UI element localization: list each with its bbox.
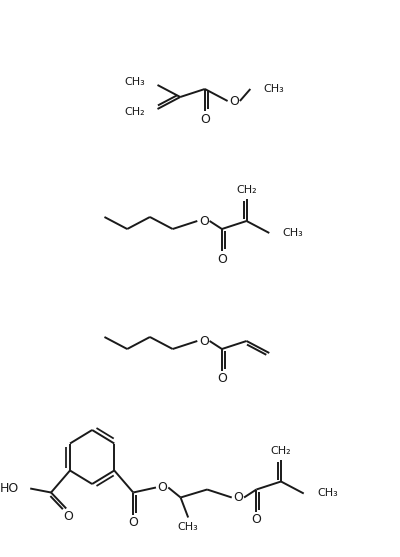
Text: O: O: [63, 510, 73, 523]
Text: O: O: [199, 335, 209, 348]
Text: CH₂: CH₂: [236, 185, 257, 195]
Text: CH₃: CH₃: [282, 228, 303, 238]
Text: HO: HO: [0, 482, 19, 495]
Text: CH₃: CH₃: [317, 488, 338, 499]
Text: O: O: [128, 516, 138, 529]
Text: O: O: [252, 513, 261, 526]
Text: O: O: [217, 373, 227, 385]
Text: CH₃: CH₃: [124, 77, 145, 87]
Text: O: O: [234, 491, 243, 504]
Text: CH₂: CH₂: [124, 107, 145, 117]
Text: CH₃: CH₃: [264, 84, 284, 94]
Text: O: O: [199, 214, 209, 227]
Text: O: O: [217, 252, 227, 266]
Text: O: O: [158, 481, 168, 494]
Text: CH₃: CH₃: [178, 521, 198, 531]
Text: CH₂: CH₂: [271, 446, 291, 456]
Text: O: O: [229, 95, 239, 108]
Text: O: O: [200, 113, 210, 125]
